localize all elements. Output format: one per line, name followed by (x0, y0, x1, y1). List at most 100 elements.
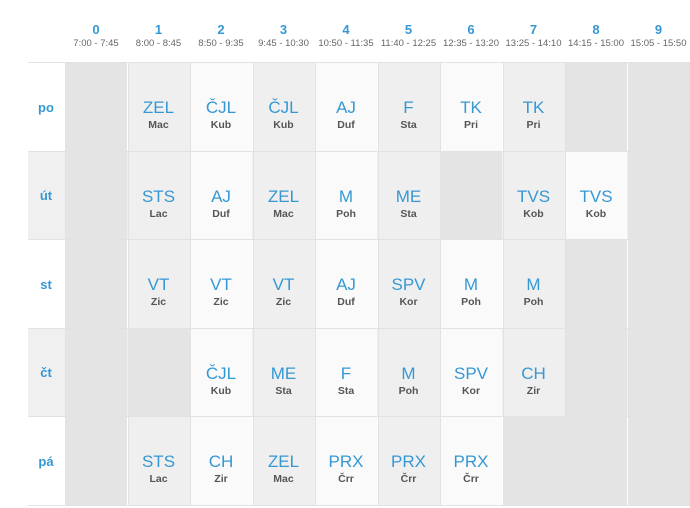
lesson-teacher: Pri (526, 119, 541, 131)
period-time: 12:35 - 13:20 (443, 38, 499, 49)
lesson-cell[interactable]: SPV Kor (440, 328, 502, 417)
lesson-cell[interactable]: M Poh (315, 151, 377, 240)
lesson-teacher: Kub (210, 119, 232, 131)
lesson-cell[interactable]: PRX Črr (377, 417, 440, 506)
lesson-subject: SPV (453, 363, 489, 383)
lesson-cell[interactable]: CH Zir (502, 328, 565, 417)
lesson-teacher: Duf (337, 119, 355, 131)
lesson-teacher: Poh (336, 207, 356, 220)
lesson-cell[interactable]: PRX Črr (440, 417, 502, 506)
empty-cell (65, 151, 127, 240)
period-header: 9 15:05 - 15:50 (628, 22, 690, 50)
lesson-subject: F (340, 363, 352, 383)
lesson-cell[interactable]: ČJL Kub (190, 63, 252, 151)
period-time: 14:15 - 15:00 (568, 38, 624, 49)
lesson-subject: PRX (328, 452, 364, 472)
day-row: STS Lac AJ Duf ZEL Mac M Poh ME Sta TVS Kob TVS Kob (28, 151, 690, 240)
lesson-teacher: Mac (273, 207, 294, 220)
lesson-teacher: Zic (275, 296, 292, 309)
lesson-teacher: Zic (213, 296, 229, 309)
day-label: st (40, 276, 52, 292)
period-time: 11:40 - 12:25 (380, 38, 437, 49)
lesson-subject: PRX (453, 452, 489, 472)
period-header: 7 13:25 - 14:10 (503, 22, 565, 50)
lesson-teacher: Zir (526, 384, 541, 397)
lesson-cell[interactable]: M Poh (440, 240, 502, 329)
lesson-teacher: Lac (149, 473, 168, 486)
empty-cell (565, 417, 627, 506)
grid-line (627, 62, 629, 506)
lesson-subject: ČJL (205, 363, 237, 383)
empty-cell (565, 63, 627, 151)
lesson-cell[interactable]: TK Pri (502, 63, 565, 151)
lesson-teacher: Sta (275, 384, 292, 397)
lesson-cell[interactable]: TK Pri (440, 63, 502, 151)
period-header: 0 7:00 - 7:45 (65, 22, 127, 50)
lesson-teacher: Lac (149, 207, 168, 220)
empty-cell (65, 417, 127, 506)
lesson-subject: TK (460, 98, 482, 117)
lesson-subject: VT (210, 275, 232, 295)
empty-cell (627, 240, 690, 329)
lesson-cell[interactable]: AJ Duf (315, 63, 377, 151)
grid-line (28, 416, 690, 418)
lesson-subject: ČJL (205, 98, 237, 117)
lesson-teacher: Poh (523, 296, 544, 309)
period-header: 2 8:50 - 9:35 (190, 22, 252, 50)
lesson-subject: VT (272, 275, 295, 295)
empty-cell (502, 417, 565, 506)
lesson-cell[interactable]: ZEL Mac (252, 151, 315, 240)
period-header: 3 9:45 - 10:30 (253, 22, 315, 50)
lesson-cell[interactable]: AJ Duf (315, 240, 377, 329)
lesson-cell[interactable]: AJ Duf (190, 151, 252, 240)
lesson-cell[interactable]: F Sta (377, 63, 440, 151)
grid-line (440, 62, 441, 506)
lesson-cell[interactable]: M Poh (502, 240, 565, 329)
lesson-cell[interactable]: STS Lac (127, 151, 190, 240)
period-header: 5 11:40 - 12:25 (378, 22, 440, 50)
lesson-cell[interactable]: PRX Črr (315, 417, 377, 506)
lesson-subject: CH (208, 452, 234, 472)
lesson-cell[interactable]: STS Lac (127, 417, 190, 506)
lesson-teacher: Poh (398, 384, 419, 397)
lesson-cell[interactable]: SPV Kor (377, 240, 440, 329)
lesson-cell[interactable]: M Poh (377, 328, 440, 417)
lesson-subject: TVS (516, 186, 551, 206)
grid-line (190, 62, 191, 506)
lesson-teacher: Zir (214, 473, 228, 486)
grid-line (315, 62, 316, 506)
period-number: 2 (217, 22, 225, 37)
lesson-cell[interactable]: F Sta (315, 328, 377, 417)
lesson-cell[interactable]: VT Zic (127, 240, 190, 329)
lesson-cell[interactable]: TVS Kob (565, 151, 627, 240)
day-label: čt (40, 365, 52, 381)
empty-cell (565, 328, 627, 417)
lesson-cell[interactable]: ZEL Mac (127, 63, 190, 151)
lesson-cell[interactable]: CH Zir (190, 417, 252, 506)
lesson-subject: M (401, 363, 416, 383)
lesson-cell[interactable]: TVS Kob (502, 151, 565, 240)
lesson-teacher: Pri (463, 119, 478, 131)
lesson-cell[interactable]: ME Sta (377, 151, 440, 240)
day-label: pá (38, 453, 54, 469)
lesson-subject: TK (522, 98, 545, 117)
period-number: 4 (342, 22, 350, 37)
period-time: 8:50 - 9:35 (198, 38, 244, 49)
lesson-cell[interactable]: ČJL Kub (252, 63, 315, 151)
empty-cell (65, 240, 127, 329)
period-number: 5 (404, 22, 413, 37)
grid-line (28, 505, 690, 506)
lesson-cell[interactable]: ME Sta (252, 328, 315, 417)
empty-cell (65, 328, 127, 417)
lesson-subject: VT (147, 275, 170, 295)
lesson-teacher: Sta (400, 207, 417, 220)
lesson-cell[interactable]: VT Zic (190, 240, 252, 329)
period-number: 3 (279, 22, 288, 37)
lesson-cell[interactable]: VT Zic (252, 240, 315, 329)
grid-line (28, 239, 690, 241)
lesson-teacher: Duf (337, 296, 355, 309)
lesson-cell[interactable]: ČJL Kub (190, 328, 252, 417)
lesson-subject: ME (395, 186, 422, 206)
lesson-cell[interactable]: ZEL Mac (252, 417, 315, 506)
lesson-teacher: Kub (210, 384, 232, 397)
